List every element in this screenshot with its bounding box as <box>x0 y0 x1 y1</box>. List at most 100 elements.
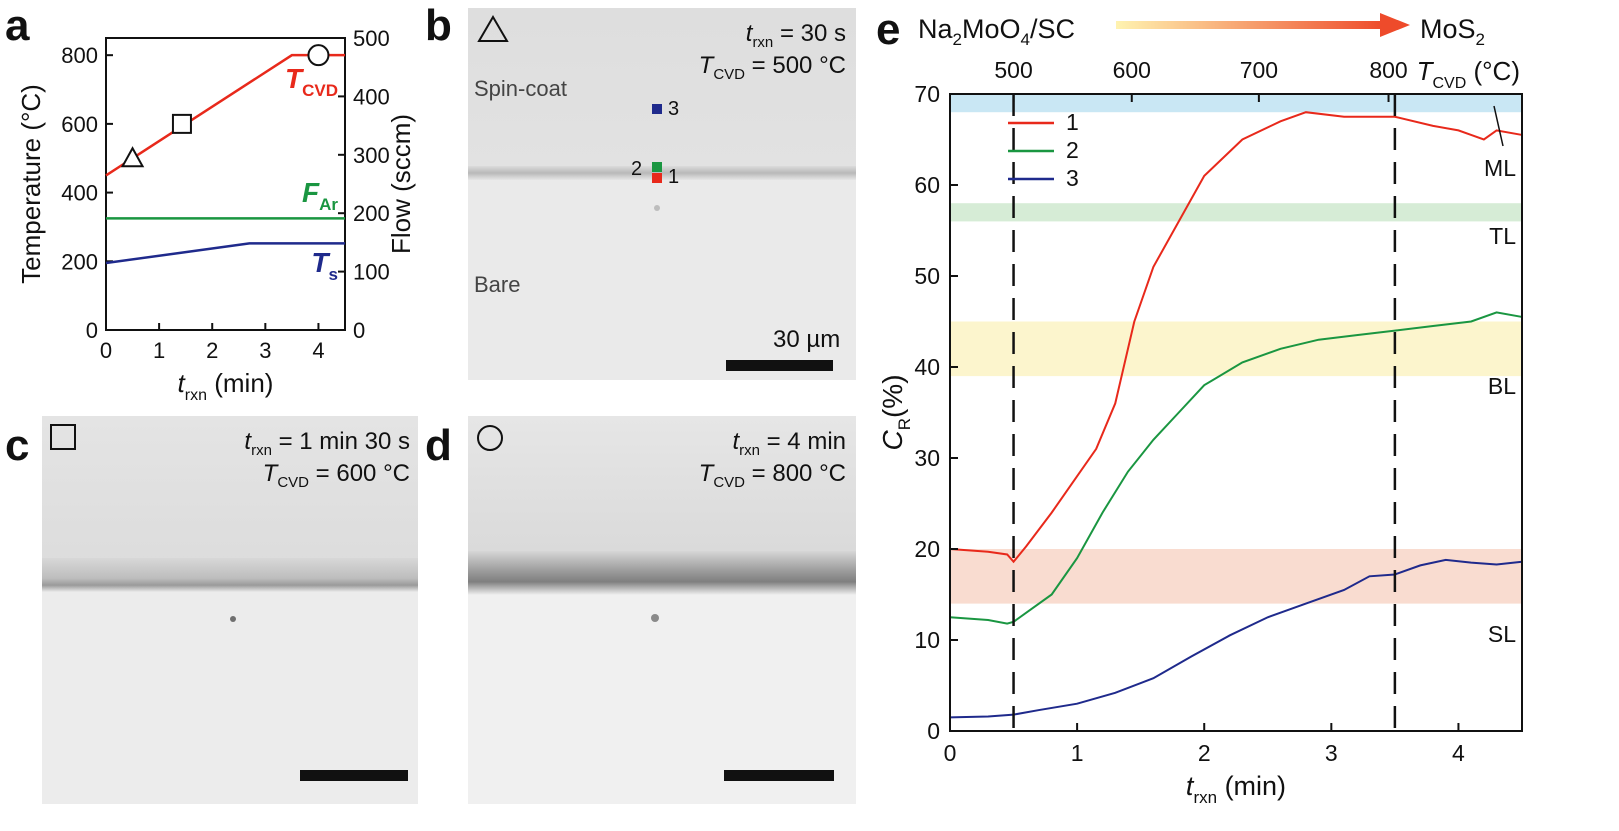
panel-c: c trxn = 1 min 30 s TCVD = 600 °C <box>0 412 420 831</box>
series-line-Ts <box>105 242 345 265</box>
temperature-annotation: TCVD = 600 °C <box>262 460 410 491</box>
triangle-marker <box>120 146 145 168</box>
chart-a: 0 1 2 3 4 0 200 400 600 800 0 100 200 300 400 500 Temper… <box>16 26 416 400</box>
micrograph-c-edge <box>42 558 418 592</box>
point-marker-3 <box>652 104 662 114</box>
top-tick-label: 600 <box>1113 57 1151 83</box>
top-tick-label: 500 <box>994 57 1032 83</box>
series-line-TCVD <box>105 53 345 177</box>
panel-d: d trxn = 4 min TCVD = 800 °C <box>420 412 858 831</box>
plot-frame <box>949 93 1523 732</box>
point-label-2: 2 <box>631 158 643 180</box>
panel-d-label: d <box>425 421 452 470</box>
y-axis-label: Temperature (°C) <box>16 84 46 284</box>
series-label-FAr: FAr <box>302 177 338 214</box>
temperature-annotation: TCVD = 800 °C <box>698 460 846 491</box>
reaction-end-label: MoS2 <box>1420 14 1485 49</box>
point-label-1: 1 <box>668 166 680 188</box>
top-axis-label: TCVD (°C) <box>1417 56 1520 92</box>
x-tick-label: 4 <box>312 338 324 363</box>
micrograph-b-edge <box>468 166 856 180</box>
scalebar-label: 30 µm <box>773 326 841 353</box>
particle <box>230 616 236 622</box>
y-tick-label: 60 <box>914 172 940 198</box>
panel-b-label: b <box>425 1 452 50</box>
plot-frame <box>105 37 346 331</box>
scalebar <box>726 360 833 371</box>
x-tick-label: 4 <box>1452 740 1465 766</box>
panel-e: e 0 1 2 3 4 0 10 20 30 40 50 60 70 500 600 700 800 TCVD (… <box>858 0 1619 831</box>
time-annotation: trxn = 30 s <box>745 20 846 51</box>
band-ML <box>950 94 1522 113</box>
point-marker-2 <box>652 162 662 172</box>
panel-a-label: a <box>5 1 30 50</box>
y-right-tick-label: 400 <box>353 84 390 109</box>
x-tick-label: 1 <box>153 338 165 363</box>
legend-label-1: 1 <box>1066 109 1079 135</box>
y-tick-label: 800 <box>61 43 98 68</box>
y-tick-label: 50 <box>914 263 940 289</box>
y-right-tick-label: 100 <box>353 260 390 285</box>
legend-label-2: 2 <box>1066 137 1079 163</box>
scalebar <box>300 770 408 781</box>
y-tick-label: 10 <box>914 627 940 653</box>
band-label-SL: SL <box>1488 621 1516 647</box>
reaction-start-label: Na2MoO4/SC <box>918 14 1075 49</box>
scalebar <box>724 770 834 781</box>
y-right-axis-label: Flow (sccm) <box>386 114 416 254</box>
region-label-bare: Bare <box>474 272 521 297</box>
y-tick-label: 70 <box>914 81 940 107</box>
particle <box>651 614 659 622</box>
y-right-tick-label: 300 <box>353 143 390 168</box>
point-label-3: 3 <box>668 98 680 120</box>
temperature-annotation: TCVD = 500 °C <box>698 52 846 83</box>
x-tick-label: 2 <box>206 338 218 363</box>
band-label-pointer <box>1493 105 1504 147</box>
x-tick-label: 0 <box>100 338 112 363</box>
legend-label-3: 3 <box>1066 165 1079 191</box>
y-right-tick-label: 0 <box>353 318 365 343</box>
x-tick-label: 2 <box>1198 740 1211 766</box>
micrograph-c-bare-region <box>42 592 418 804</box>
y-right-tick-label: 500 <box>353 26 390 51</box>
y-tick-label: 600 <box>61 112 98 137</box>
micrograph-c: trxn = 1 min 30 s TCVD = 600 °C <box>42 416 418 804</box>
particle <box>654 205 660 211</box>
series-line-1 <box>949 111 1523 564</box>
series-label-Ts: Ts <box>311 247 338 284</box>
square-symbol <box>50 424 76 450</box>
y-tick-label: 20 <box>914 536 940 562</box>
x-tick-label: 1 <box>1071 740 1084 766</box>
y-tick-label: 400 <box>61 181 98 206</box>
top-tick-label: 800 <box>1369 57 1407 83</box>
panel-e-label: e <box>876 5 901 54</box>
x-tick-label: 0 <box>944 740 957 766</box>
panel-b: b trxn = 30 s TCVD = 500 °C Spin-coat Ba… <box>420 0 858 400</box>
band-label-TL: TL <box>1489 223 1516 249</box>
region-label-spincoat: Spin-coat <box>474 76 567 101</box>
series-line-3 <box>949 558 1523 719</box>
panel-a: a 0 1 2 3 4 0 200 400 600 800 0 100 200 300 400 500 Temp… <box>0 0 420 401</box>
point-marker-1 <box>652 173 662 183</box>
panel-c-label: c <box>5 421 30 470</box>
micrograph-d: trxn = 4 min TCVD = 800 °C <box>468 416 856 804</box>
micrograph-d-spincoat-region <box>468 416 856 551</box>
reaction-arrow-shaft <box>1116 21 1384 29</box>
band-SL <box>950 549 1522 604</box>
micrograph-b-bare-region <box>468 180 856 380</box>
y-axis-label: CR(%) <box>877 374 914 450</box>
circle-symbol <box>477 425 503 451</box>
circle-marker <box>307 44 330 67</box>
reaction-arrow-head <box>1380 13 1410 37</box>
y-right-tick-label: 200 <box>353 201 390 226</box>
x-tick-label: 3 <box>1325 740 1338 766</box>
x-axis-label: trxn (min) <box>178 368 274 400</box>
triangle-symbol <box>477 15 509 42</box>
y-tick-label: 0 <box>86 318 98 343</box>
band-TL <box>950 203 1522 222</box>
y-tick-label: 30 <box>914 445 940 471</box>
y-tick-label: 200 <box>61 249 98 274</box>
top-tick-label: 700 <box>1240 57 1278 83</box>
micrograph-d-bare-region <box>468 595 856 804</box>
series-label-TCVD: TCVD <box>285 63 338 100</box>
